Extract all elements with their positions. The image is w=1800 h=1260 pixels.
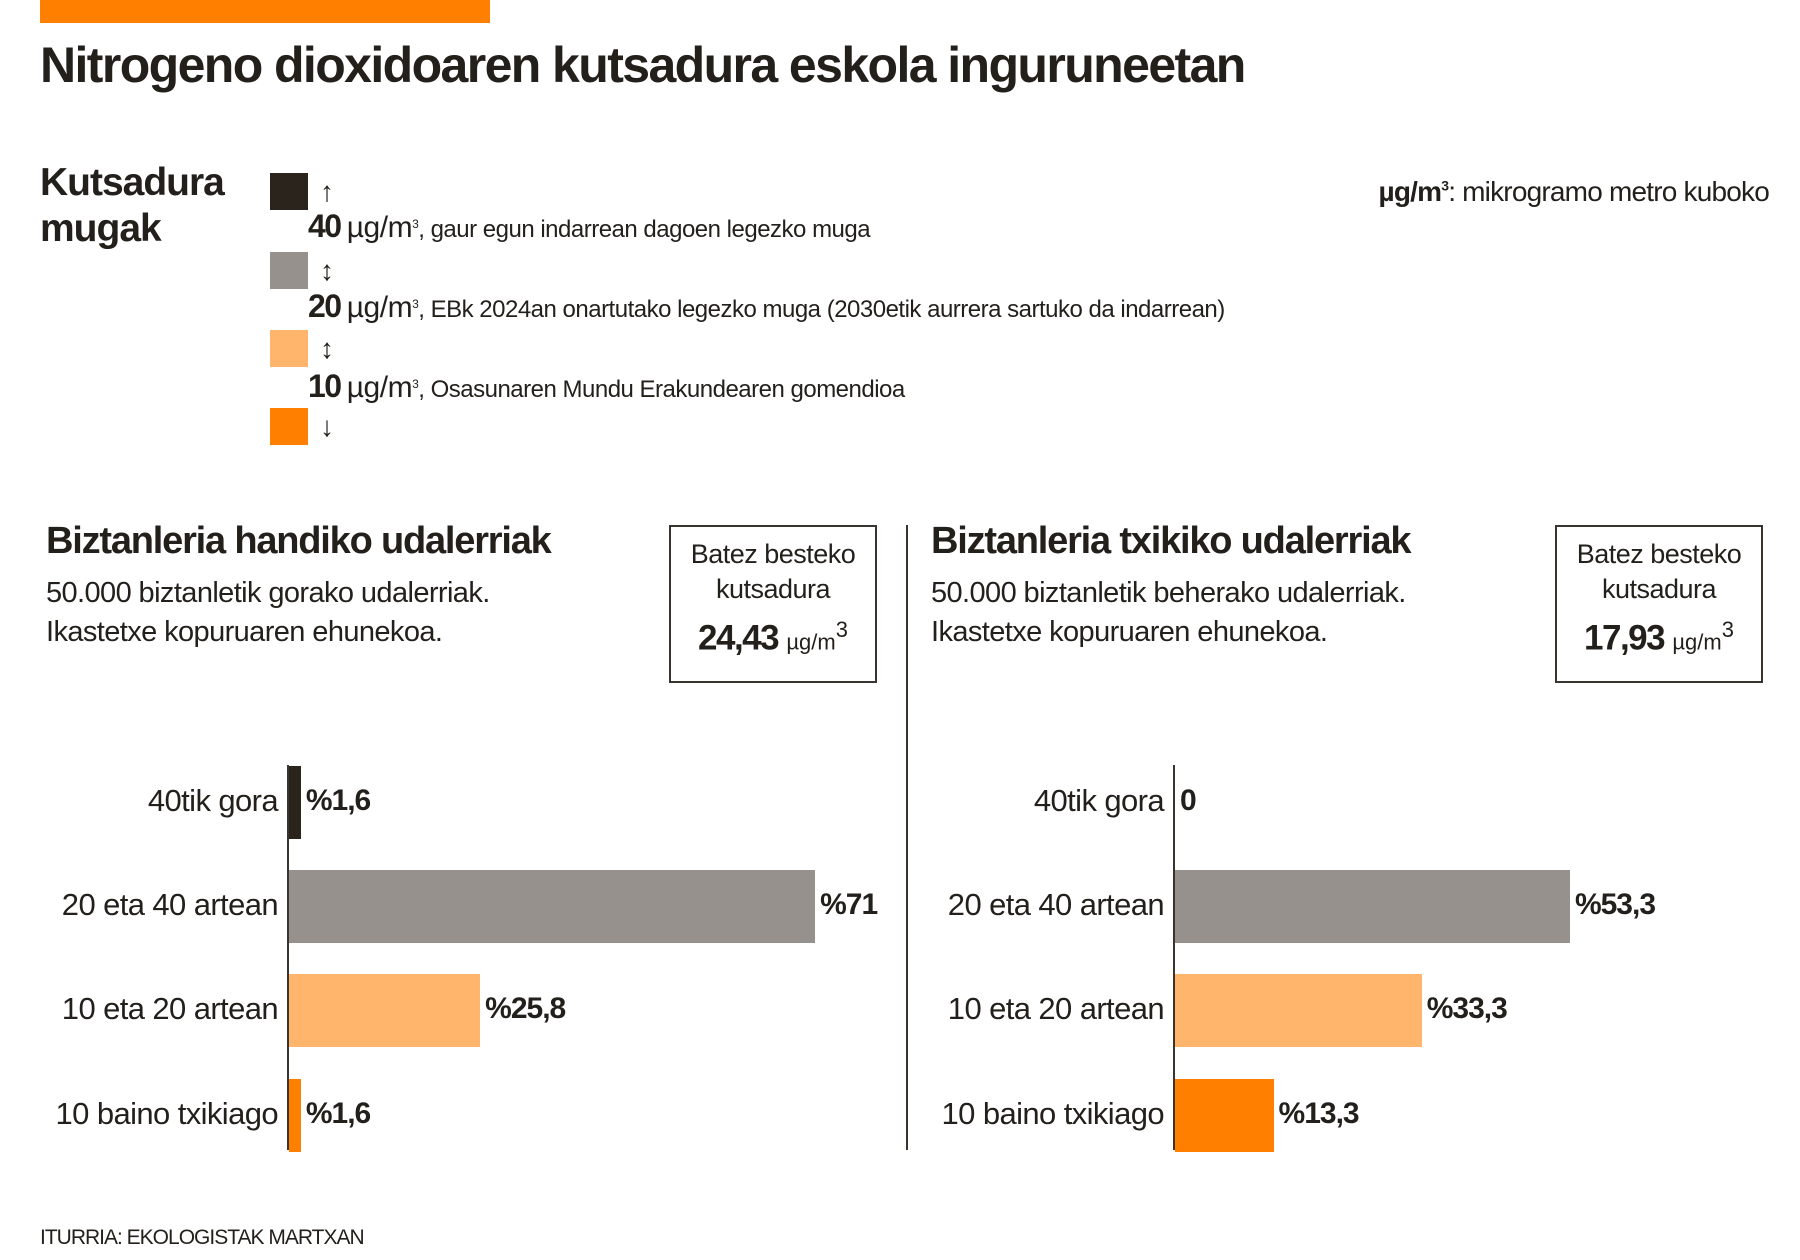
- legend-swatch: [270, 252, 308, 289]
- limit-description: , gaur egun indarrean dagoen legezko mug…: [418, 216, 871, 243]
- value-label: %33,3: [1426, 992, 1508, 1025]
- legend-title-line2: mugak: [40, 207, 162, 250]
- panel-divider: [906, 525, 908, 1150]
- legend-swatch: [270, 408, 308, 445]
- subtitle-line: Ikastetxe kopuruaren ehunekoa.: [46, 616, 443, 648]
- value-label: %53,3: [1574, 888, 1656, 921]
- arrow-icon: ↕: [320, 255, 334, 286]
- average-unit: µg/m: [786, 629, 836, 655]
- category-label: 10 eta 20 artean: [947, 991, 1165, 1026]
- value-label: %13,3: [1278, 1097, 1360, 1130]
- limit-unit-sup: 3: [412, 377, 419, 391]
- category-label: 20 eta 40 artean: [61, 887, 279, 922]
- arrow-icon: ↕: [320, 333, 334, 364]
- average-box-right: Batez besteko kutsadura 17,93 µg/m3: [1555, 525, 1763, 683]
- average-label: kutsadura: [1601, 574, 1717, 604]
- bar: [289, 765, 301, 839]
- legend-title: Kutsadura mugak: [40, 160, 225, 252]
- limit-unit: µg/m: [346, 371, 413, 404]
- value-label: %1,6: [305, 784, 371, 817]
- category-label: 40tik gora: [147, 783, 279, 818]
- unit-note: µg/m3: mikrogramo metro kuboko: [1378, 176, 1769, 208]
- value-label: %25,8: [485, 992, 566, 1025]
- chart-axis: [1173, 765, 1175, 1150]
- panel-right-subtitle: 50.000 biztanletik beherako udalerriak. …: [931, 574, 1406, 652]
- source-note: ITURRIA: EKOLOGISTAK MARTXAN: [40, 1226, 365, 1249]
- limit-description: , Osasunaren Mundu Erakundearen gomendio…: [418, 376, 905, 403]
- unit-note-text: : mikrogramo metro kuboko: [1448, 176, 1770, 207]
- average-label: Batez besteko: [690, 539, 856, 569]
- legend-swatch: [270, 330, 308, 367]
- legend-limit: 20 µg/m3, EBk 2024an onartutako legezko …: [308, 288, 1225, 325]
- category-label: 40tik gora: [1033, 783, 1165, 818]
- category-label: 10 baino txikiago: [941, 1096, 1165, 1131]
- average-unit-sup: 3: [835, 617, 848, 642]
- limit-unit-sup: 3: [412, 297, 419, 311]
- average-value: 24,43: [698, 618, 780, 658]
- limit-description: , EBk 2024an onartutako legezko muga (20…: [418, 296, 1225, 323]
- bar: [1175, 869, 1570, 943]
- legend-limit: 40 µg/m3, gaur egun indarrean dagoen leg…: [308, 208, 871, 245]
- unit-abbr: µg/m: [1378, 176, 1442, 207]
- arrow-icon: ↑: [320, 176, 334, 207]
- panel-right-title: Biztanleria txikiko udalerriak: [931, 520, 1412, 562]
- average-label: Batez besteko: [1576, 539, 1742, 569]
- limit-value: 10: [308, 368, 342, 404]
- limit-unit-sup: 3: [412, 217, 419, 231]
- limit-value: 20: [308, 288, 342, 324]
- value-label: %1,6: [305, 1097, 371, 1130]
- average-value: 17,93: [1584, 618, 1666, 658]
- category-label: 10 eta 20 artean: [61, 991, 279, 1026]
- average-box-left: Batez besteko kutsadura 24,43 µg/m3: [669, 525, 877, 683]
- page-title: Nitrogeno dioxidoaren kutsadura eskola i…: [40, 37, 1246, 93]
- unit-sup: 3: [1441, 177, 1449, 194]
- limit-value: 40: [308, 208, 342, 244]
- subtitle-line: 50.000 biztanletik beherako udalerriak.: [931, 577, 1406, 609]
- arrow-icon: ↓: [320, 411, 334, 442]
- chart-axis: [287, 765, 289, 1150]
- subtitle-line: 50.000 biztanletik gorako udalerriak.: [46, 577, 490, 609]
- limit-unit: µg/m: [346, 211, 413, 244]
- bar: [289, 869, 816, 943]
- bar: [1175, 1078, 1274, 1152]
- average-label: kutsadura: [715, 574, 831, 604]
- value-label: 0: [1180, 784, 1197, 817]
- bar: [289, 1078, 301, 1152]
- category-label: 20 eta 40 artean: [947, 887, 1165, 922]
- panel-left-title: Biztanleria handiko udalerriak: [46, 520, 552, 562]
- legend-limit: 10 µg/m3, Osasunaren Mundu Erakundearen …: [308, 368, 905, 405]
- accent-bar: [40, 0, 490, 23]
- subtitle-line: Ikastetxe kopuruaren ehunekoa.: [931, 616, 1328, 648]
- average-unit: µg/m: [1672, 629, 1722, 655]
- limit-unit: µg/m: [346, 291, 413, 324]
- legend-title-line1: Kutsadura: [40, 161, 225, 204]
- average-unit-sup: 3: [1721, 617, 1734, 642]
- value-label: %71: [820, 888, 878, 921]
- bar: [289, 973, 481, 1047]
- legend-swatch: [270, 173, 308, 210]
- bar: [1175, 973, 1422, 1047]
- category-label: 10 baino txikiago: [55, 1096, 279, 1131]
- panel-left-subtitle: 50.000 biztanletik gorako udalerriak. Ik…: [46, 574, 490, 652]
